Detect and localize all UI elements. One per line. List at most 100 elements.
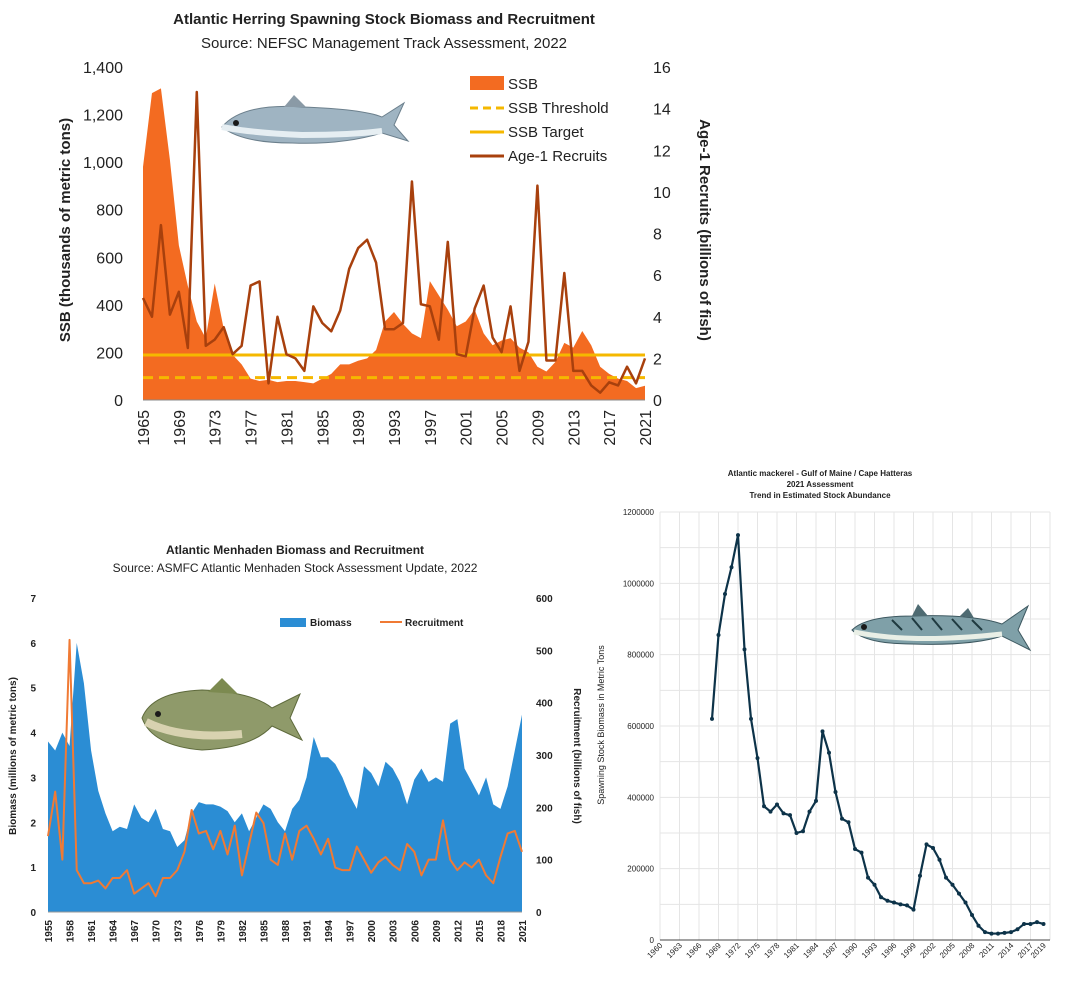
herring-y2-tick-label: 0: [653, 393, 662, 410]
menhaden-x-ticks: 1955 1958 1961 1964 1967 1970 1973 1976 1979 1982…: [44, 920, 529, 943]
herring-y2-tick-label: 8: [653, 227, 662, 244]
herring-y-tick-label: 200: [96, 345, 123, 362]
ssb-point: [996, 931, 1000, 936]
menhaden-x-tick-label: 2012: [453, 920, 464, 943]
mackerel-x-tick-label: 1987: [821, 941, 840, 960]
ssb-point: [957, 891, 961, 896]
age1-recruits-line: [141, 90, 647, 394]
herring-x-tick-label: 2017: [602, 410, 619, 446]
ssb-point: [820, 729, 825, 734]
menhaden-y2-tick-label: 500: [536, 646, 553, 657]
ssb-point: [794, 831, 799, 835]
ssb-line: [710, 534, 1044, 935]
mackerel-x-tick-label: 2005: [938, 941, 957, 960]
menhaden-x-tick-label: 1955: [44, 920, 55, 943]
mackerel-x-tick-label: 2002: [918, 941, 937, 960]
mackerel-x-tick-label: 1963: [665, 941, 684, 960]
mackerel-chart: Atlantic mackerel - Gulf of Maine / Cape…: [596, 469, 1051, 960]
menhaden-y-tick-label: 0: [30, 908, 36, 919]
herring-y-tick-label: 400: [96, 298, 123, 315]
mackerel-x-tick-label: 1990: [840, 941, 859, 960]
ssb-point: [1002, 930, 1007, 935]
menhaden-y2-tick-label: 0: [536, 908, 542, 919]
herring-x-tick-label: 2013: [566, 410, 583, 446]
ssb-point: [859, 850, 864, 855]
mackerel-subtitle-2: Trend in Estimated Stock Abundance: [749, 491, 891, 500]
mackerel-x-tick-label: 2011: [977, 941, 996, 960]
menhaden-fish-icon: [141, 678, 304, 751]
mackerel-x-tick-label: 1978: [762, 941, 781, 960]
ssb-point: [729, 565, 734, 570]
legend-label-threshold: SSB Threshold: [508, 100, 609, 117]
legend-swatch-biomass: [280, 618, 306, 627]
herring-y-axis-label: SSB (thousands of metric tons): [57, 118, 74, 342]
menhaden-plot-area: [47, 638, 523, 913]
menhaden-y-tick-label: 5: [30, 684, 36, 695]
ssb-point: [801, 829, 805, 834]
ssb-point: [983, 930, 987, 935]
ssb-point: [1041, 921, 1046, 926]
herring-x-ticks: 1965 1969 1973 1977 1981 1985 1989 1993 1997 2001…: [136, 410, 655, 446]
ssb-point: [827, 750, 831, 755]
menhaden-x-tick-label: 1994: [324, 920, 335, 943]
herring-y-tick-label: 0: [114, 393, 123, 410]
menhaden-y-ticks: 0 1 2 3 4 5 6 7: [30, 594, 36, 919]
herring-x-tick-label: 1997: [423, 410, 440, 446]
herring-y-tick-label: 1,400: [83, 60, 123, 77]
menhaden-y2-tick-label: 600: [536, 594, 553, 605]
herring-plot-area: [141, 88, 647, 401]
menhaden-subtitle: Source: ASMFC Atlantic Menhaden Stock As…: [113, 561, 478, 575]
menhaden-y2-tick-label: 100: [536, 856, 553, 867]
herring-fish-icon: [221, 95, 410, 144]
ssb-point: [950, 882, 955, 887]
menhaden-x-tick-label: 1961: [87, 920, 98, 943]
ssb-point: [853, 847, 857, 852]
ssb-point: [1022, 921, 1026, 926]
mackerel-x-tick-label: 1969: [704, 941, 723, 960]
mackerel-y-tick-label: 800000: [627, 651, 654, 660]
herring-y2-tick-label: 16: [653, 60, 671, 77]
menhaden-x-tick-label: 2021: [518, 920, 529, 943]
ssb-point: [1035, 920, 1039, 925]
mackerel-x-ticks: 1960 1963 1966 1969 1972 1975 1978 1981 1984 1987…: [645, 941, 1048, 960]
menhaden-x-tick-label: 1964: [109, 920, 120, 943]
herring-x-tick-label: 1965: [136, 410, 153, 446]
mackerel-y-tick-label: 1200000: [623, 508, 655, 517]
ssb-point: [905, 903, 909, 908]
menhaden-y-tick-label: 7: [30, 594, 36, 605]
menhaden-x-tick-label: 1958: [66, 920, 77, 943]
ssb-point: [840, 816, 844, 821]
ssb-point: [742, 647, 747, 652]
herring-y2-tick-label: 10: [653, 185, 671, 202]
herring-y-tick-label: 1,000: [83, 155, 123, 172]
mackerel-x-tick-label: 1999: [899, 941, 918, 960]
mackerel-x-tick-label: 1996: [879, 941, 898, 960]
mackerel-y-tick-label: 200000: [627, 865, 654, 874]
mackerel-x-tick-label: 1972: [723, 941, 742, 960]
menhaden-y-axis-label: Biomass (millions of metric tons): [8, 677, 19, 835]
herring-y2-tick-label: 6: [653, 268, 662, 285]
mackerel-fish-icon: [851, 604, 1032, 652]
herring-x-tick-label: 1969: [172, 410, 189, 446]
menhaden-y2-ticks: 0 100 200 300 400 500 600: [536, 594, 553, 919]
ssb-point: [710, 716, 714, 721]
ssb-point: [872, 882, 877, 887]
legend-label-recruitment: Recruitment: [405, 618, 464, 629]
menhaden-y2-axis-label: Recruitment (billions of fish): [571, 688, 582, 824]
biomass-area: [48, 642, 522, 912]
mackerel-x-tick-label: 1975: [743, 941, 762, 960]
menhaden-y-tick-label: 2: [30, 818, 36, 829]
menhaden-x-tick-label: 1970: [152, 920, 163, 943]
mackerel-y-tick-label: 600000: [627, 722, 654, 731]
ssb-point: [833, 789, 838, 794]
ssb-point: [931, 845, 935, 850]
herring-x-tick-label: 1977: [244, 410, 261, 446]
mackerel-x-tick-label: 1966: [684, 941, 703, 960]
mackerel-y-tick-label: 0: [650, 936, 655, 945]
menhaden-y2-tick-label: 400: [536, 699, 553, 710]
herring-x-tick-label: 1981: [279, 410, 296, 446]
ssb-point: [762, 804, 766, 809]
menhaden-chart: Atlantic Menhaden Biomass and Recruitmen…: [8, 543, 582, 943]
mackerel-x-tick-label: 1993: [860, 941, 879, 960]
herring-title: Atlantic Herring Spawning Stock Biomass …: [173, 11, 595, 28]
